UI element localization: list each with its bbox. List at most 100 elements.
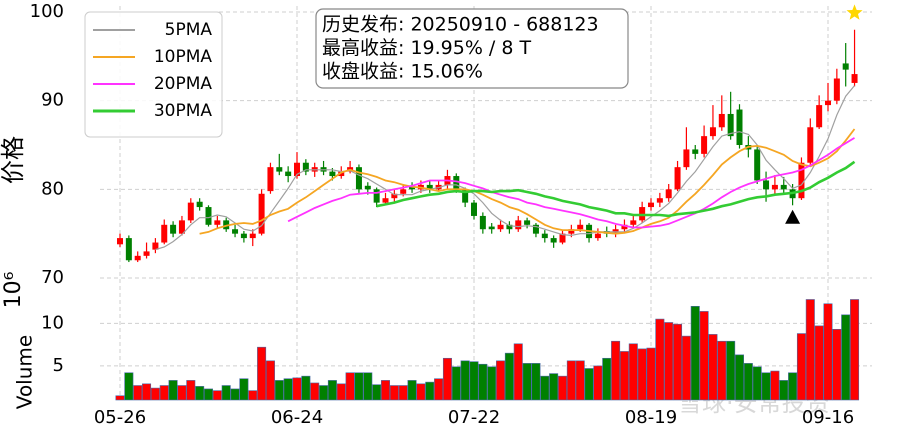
volume-bar xyxy=(221,385,231,401)
candle-body xyxy=(382,198,389,203)
candle-body xyxy=(214,220,221,225)
volume-bar xyxy=(628,343,638,401)
candle-body xyxy=(656,198,663,203)
candle-body xyxy=(232,229,239,234)
volume-bar xyxy=(522,363,532,401)
candle-body xyxy=(665,189,672,199)
candle-body xyxy=(674,167,681,190)
volume-bar xyxy=(239,378,249,401)
candle-body xyxy=(833,78,840,101)
volume-bar xyxy=(690,305,700,401)
candle-body xyxy=(816,105,823,128)
volume-bar xyxy=(593,365,603,401)
signal-triangle xyxy=(785,209,801,224)
volume-bar xyxy=(363,372,373,401)
candle-body xyxy=(577,224,584,230)
volume-bar xyxy=(699,311,709,401)
candle-body xyxy=(462,189,469,203)
volume-bar xyxy=(743,363,753,401)
candle-body xyxy=(426,184,433,190)
volume-bar xyxy=(832,328,842,401)
candle-body xyxy=(515,220,522,230)
volume-scale-label: 10⁶ xyxy=(1,271,26,308)
volume-bar xyxy=(602,357,612,401)
legend-label: 5PMA xyxy=(165,20,213,40)
candle-body xyxy=(258,193,265,234)
volume-bar xyxy=(850,299,860,401)
candle-body xyxy=(692,149,699,154)
volume-bar xyxy=(442,357,452,401)
volume-bar xyxy=(186,380,196,401)
candle-body xyxy=(143,251,150,256)
volume-bar xyxy=(814,325,824,401)
volume-bar xyxy=(575,360,585,401)
candle-body xyxy=(825,100,831,106)
volume-bar xyxy=(133,385,143,401)
volume-bar xyxy=(292,377,302,401)
volume-bar xyxy=(274,380,284,401)
volume-bar xyxy=(664,322,674,401)
candle-body xyxy=(594,233,601,239)
x-tick-label: 07-22 xyxy=(448,407,500,428)
volume-tick-label: 10 xyxy=(41,312,64,333)
volume-bar xyxy=(407,380,417,401)
volume-bar xyxy=(389,385,399,401)
candle-body xyxy=(851,74,858,83)
ma-line xyxy=(199,128,856,235)
legend: 5PMA 10PMA 20PMA 30PMA xyxy=(84,11,223,138)
volume-bar xyxy=(487,366,497,401)
volume-bar xyxy=(150,387,160,401)
candle-body xyxy=(488,226,495,230)
volume-bar xyxy=(805,299,815,401)
volume-bar xyxy=(212,390,222,401)
candle-body xyxy=(559,233,566,243)
y-tick-label: 70 xyxy=(41,267,64,288)
candle-body xyxy=(718,113,725,128)
volume-bar xyxy=(708,334,718,401)
candle-body xyxy=(161,224,168,243)
candle-body xyxy=(134,255,141,261)
volume-bar xyxy=(204,388,214,401)
volume-bar xyxy=(619,351,629,401)
candle-body xyxy=(409,186,416,190)
candle-body xyxy=(763,180,770,190)
candle-body xyxy=(709,127,716,137)
volume-bar xyxy=(478,363,488,401)
candle-body xyxy=(276,167,283,172)
volume-bar xyxy=(655,318,665,401)
candle-body xyxy=(205,207,212,225)
signal-star xyxy=(846,4,863,20)
volume-bar xyxy=(460,360,470,401)
volume-bar xyxy=(752,366,762,401)
annotation-line: 最高收益: 19.95% / 8 T xyxy=(322,37,531,59)
candle-body xyxy=(550,238,557,243)
legend-label: 30PMA xyxy=(154,101,213,121)
candle-body xyxy=(532,224,539,234)
volume-bar xyxy=(416,383,426,401)
candle-body xyxy=(701,136,708,154)
legend-label: 20PMA xyxy=(154,74,213,94)
candle-body xyxy=(338,171,345,177)
volume-bar xyxy=(345,372,355,401)
volume-bar xyxy=(549,373,559,401)
volume-bar xyxy=(159,385,169,401)
candle-body xyxy=(524,220,531,225)
candle-body xyxy=(249,233,256,239)
candle-body xyxy=(196,201,203,208)
volume-bar xyxy=(380,380,390,401)
y-tick-label: 80 xyxy=(41,178,64,199)
candle-body xyxy=(178,220,185,234)
candle-body xyxy=(842,63,849,70)
candle-body xyxy=(125,238,132,261)
candle-body xyxy=(727,113,734,137)
volume-bar xyxy=(513,343,523,401)
volume-axis-label: Volume xyxy=(13,335,37,409)
x-tick-label: 08-19 xyxy=(625,407,677,428)
volume-bar xyxy=(673,323,683,401)
volume-bar xyxy=(319,385,329,401)
volume-bar xyxy=(796,333,806,401)
volume-bar xyxy=(637,348,647,401)
volume-bar xyxy=(566,360,576,401)
